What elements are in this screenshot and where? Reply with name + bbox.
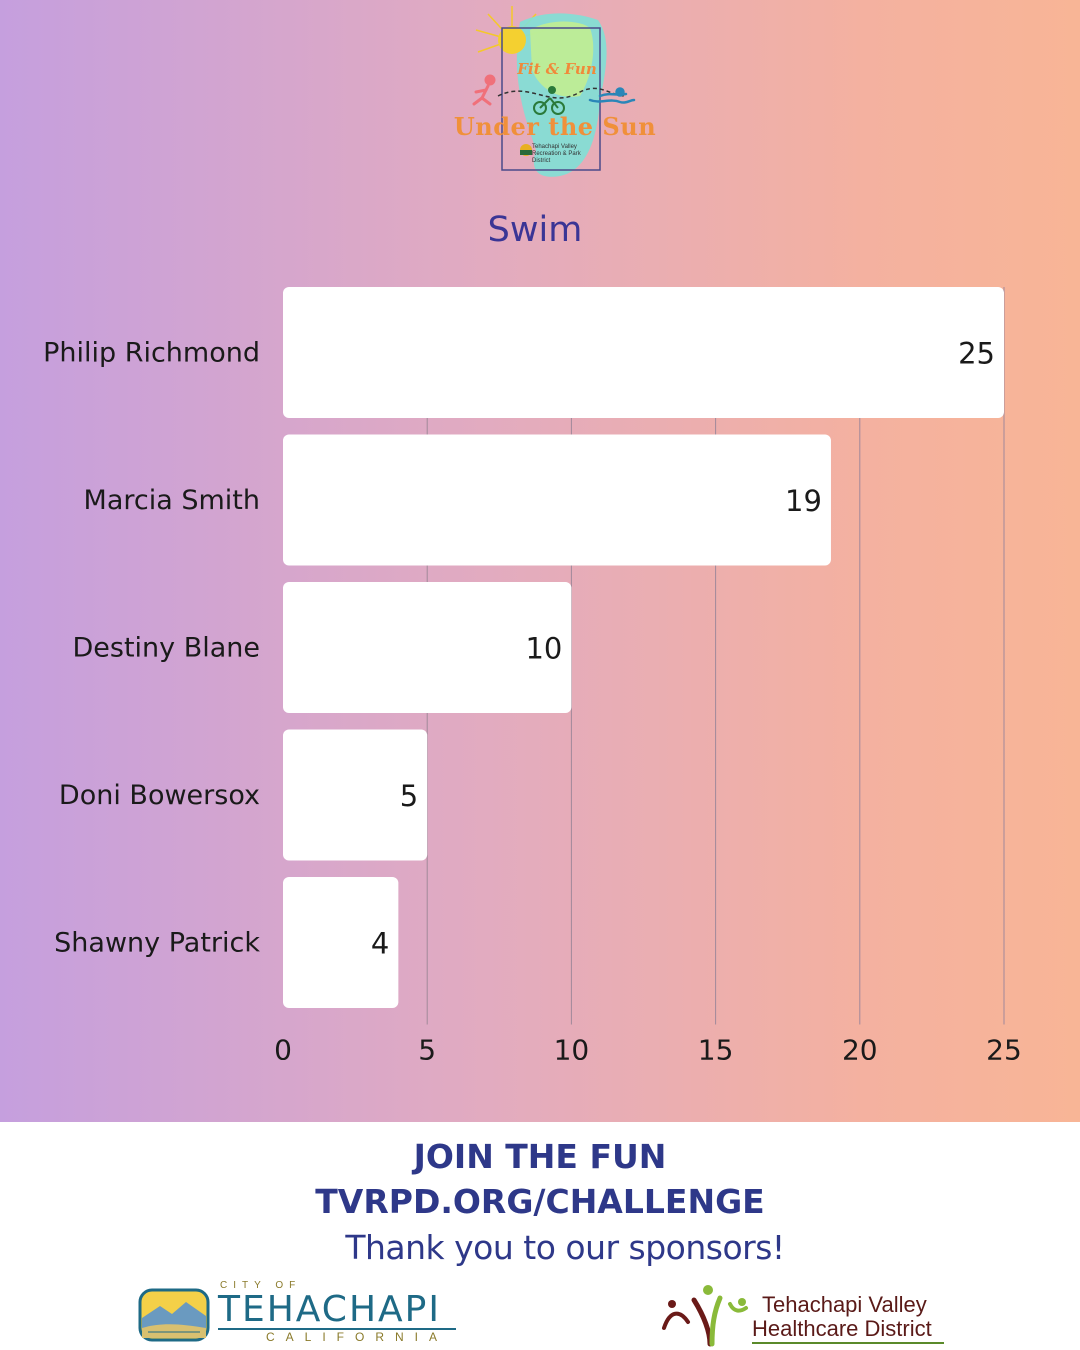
city-emblem-icon [138, 1288, 210, 1342]
healthcare-emblem-icon [662, 1285, 748, 1347]
city-of-tehachapi-logo: CITY OF TEHACHAPI CALIFORNIA [138, 1278, 468, 1346]
bar-2 [283, 582, 572, 713]
category-label-0: Philip Richmond [43, 338, 260, 369]
category-label-4: Shawny Patrick [54, 928, 260, 959]
x-tick-label-15: 15 [698, 1034, 734, 1061]
x-tick-label-0: 0 [274, 1034, 292, 1061]
logo-tagline: Fit & Fun [517, 60, 597, 78]
category-label-3: Doni Bowersox [59, 780, 260, 811]
healthcare-divider [752, 1342, 944, 1344]
healthcare-line2-text: Healthcare District [752, 1316, 932, 1341]
city-of-text: CITY OF [220, 1280, 302, 1291]
bar-0 [283, 287, 1004, 418]
value-label-4: 4 [371, 927, 389, 961]
event-logo: Fit & Fun Under the Sun Tehachapi Valley… [440, 0, 670, 185]
city-divider [218, 1328, 456, 1330]
bar-1 [283, 434, 831, 566]
value-label-3: 5 [400, 779, 418, 813]
logo-org-name: Tehachapi Valley Recreation & Park Distr… [532, 144, 581, 164]
category-label-2: Destiny Blane [72, 633, 260, 664]
value-label-2: 10 [525, 632, 562, 666]
challenge-url-link[interactable]: TVRPD.ORG/CHALLENGE [315, 1182, 765, 1221]
x-tick-label-10: 10 [554, 1034, 590, 1061]
x-tick-label-25: 25 [986, 1034, 1022, 1061]
x-tick-label-5: 5 [418, 1034, 436, 1061]
bar-3 [283, 729, 428, 861]
value-label-0: 25 [958, 337, 995, 371]
city-name-text: TEHACHAPI [218, 1289, 441, 1330]
join-the-fun-text: JOIN THE FUN [413, 1137, 667, 1176]
healthcare-line1-text: Tehachapi Valley [762, 1292, 927, 1317]
event-logo-art [472, 6, 636, 177]
bar-4 [283, 877, 399, 1008]
chart-title: Swim [487, 210, 583, 250]
healthcare-district-logo: Tehachapi Valley Healthcare District [660, 1282, 960, 1348]
category-label-1: Marcia Smith [84, 485, 260, 516]
sponsors-thanks-text: Thank you to our sponsors! [345, 1228, 785, 1267]
bar-chart: 25 Philip Richmond 19 Marcia Smith 10 Destiny… [43, 287, 1022, 1061]
x-tick-label-20: 20 [842, 1034, 878, 1061]
logo-title: Under the Sun [453, 112, 657, 141]
value-label-1: 19 [785, 484, 822, 518]
city-state-text: CALIFORNIA [266, 1330, 449, 1344]
chart-panel: Fit & Fun Under the Sun Tehachapi Valley… [0, 0, 1080, 1122]
